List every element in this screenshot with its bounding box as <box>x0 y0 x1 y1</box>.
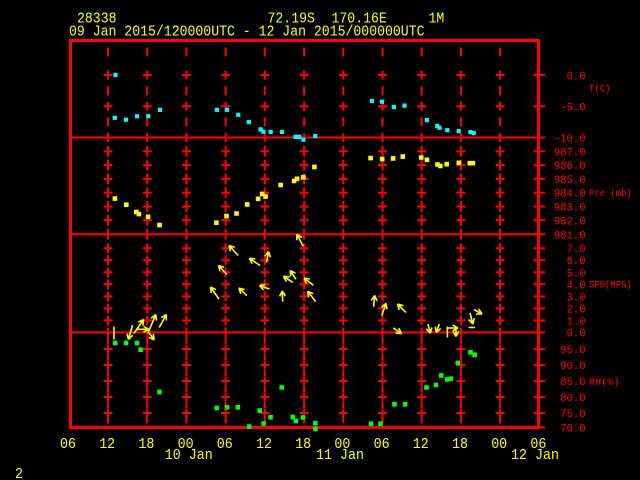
svg-text:95.0: 95.0 <box>560 345 585 357</box>
svg-text:4.0: 4.0 <box>567 280 586 292</box>
svg-text:00: 00 <box>178 436 194 453</box>
svg-text:2.0: 2.0 <box>567 304 586 316</box>
svg-text:2: 2 <box>15 466 23 480</box>
svg-text:70.0: 70.0 <box>560 424 585 436</box>
svg-text:18: 18 <box>295 436 311 453</box>
svg-text:1M: 1M <box>429 11 445 28</box>
svg-text:-5.0: -5.0 <box>560 102 585 114</box>
svg-text:SPD(MPS): SPD(MPS) <box>589 280 632 292</box>
svg-text:0.0: 0.0 <box>567 328 586 340</box>
svg-text:6.0: 6.0 <box>567 256 586 268</box>
svg-text:12: 12 <box>256 436 272 453</box>
svg-text:12 Jan: 12 Jan <box>511 447 559 464</box>
svg-text:06: 06 <box>60 436 76 453</box>
svg-text:12: 12 <box>413 436 429 453</box>
svg-text:981.0: 981.0 <box>554 230 586 242</box>
svg-text:170.16E: 170.16E <box>332 11 387 28</box>
svg-text:5.0: 5.0 <box>567 268 586 280</box>
svg-text:90.0: 90.0 <box>560 361 585 373</box>
svg-text:12: 12 <box>99 436 115 453</box>
svg-text:985.0: 985.0 <box>554 175 586 187</box>
svg-text:75.0: 75.0 <box>560 409 585 421</box>
svg-text:983.0: 983.0 <box>554 203 586 215</box>
svg-text:987.0: 987.0 <box>554 147 586 159</box>
svg-text:1.0: 1.0 <box>567 316 586 328</box>
svg-text:T(C): T(C) <box>589 84 610 96</box>
svg-text:06: 06 <box>217 436 233 453</box>
svg-text:982.0: 982.0 <box>554 216 586 228</box>
svg-text:0.0: 0.0 <box>567 71 586 83</box>
svg-text:80.0: 80.0 <box>560 393 585 405</box>
svg-text:18: 18 <box>452 436 468 453</box>
svg-text:18: 18 <box>138 436 154 453</box>
svg-text:984.0: 984.0 <box>554 189 586 201</box>
svg-text:85.0: 85.0 <box>560 377 585 389</box>
svg-text:00: 00 <box>491 436 507 453</box>
svg-text:986.0: 986.0 <box>554 161 586 173</box>
svg-text:11 Jan: 11 Jan <box>316 447 364 464</box>
svg-text:00: 00 <box>334 436 350 453</box>
svg-text:06: 06 <box>374 436 390 453</box>
svg-text:09 Jan 2015/120000UTC - 12 Jan: 09 Jan 2015/120000UTC - 12 Jan 2015/0000… <box>69 24 425 41</box>
svg-text:7.0: 7.0 <box>567 244 586 256</box>
svg-text:10 Jan: 10 Jan <box>165 447 213 464</box>
svg-text:72.19S: 72.19S <box>268 11 315 28</box>
svg-text:28338: 28338 <box>77 11 117 28</box>
svg-text:Pre (mb): Pre (mb) <box>589 188 632 200</box>
svg-text:3.0: 3.0 <box>567 292 586 304</box>
svg-text:RH(%): RH(%) <box>589 377 620 389</box>
svg-text:06: 06 <box>530 436 546 453</box>
svg-text:-10.0: -10.0 <box>554 134 586 146</box>
